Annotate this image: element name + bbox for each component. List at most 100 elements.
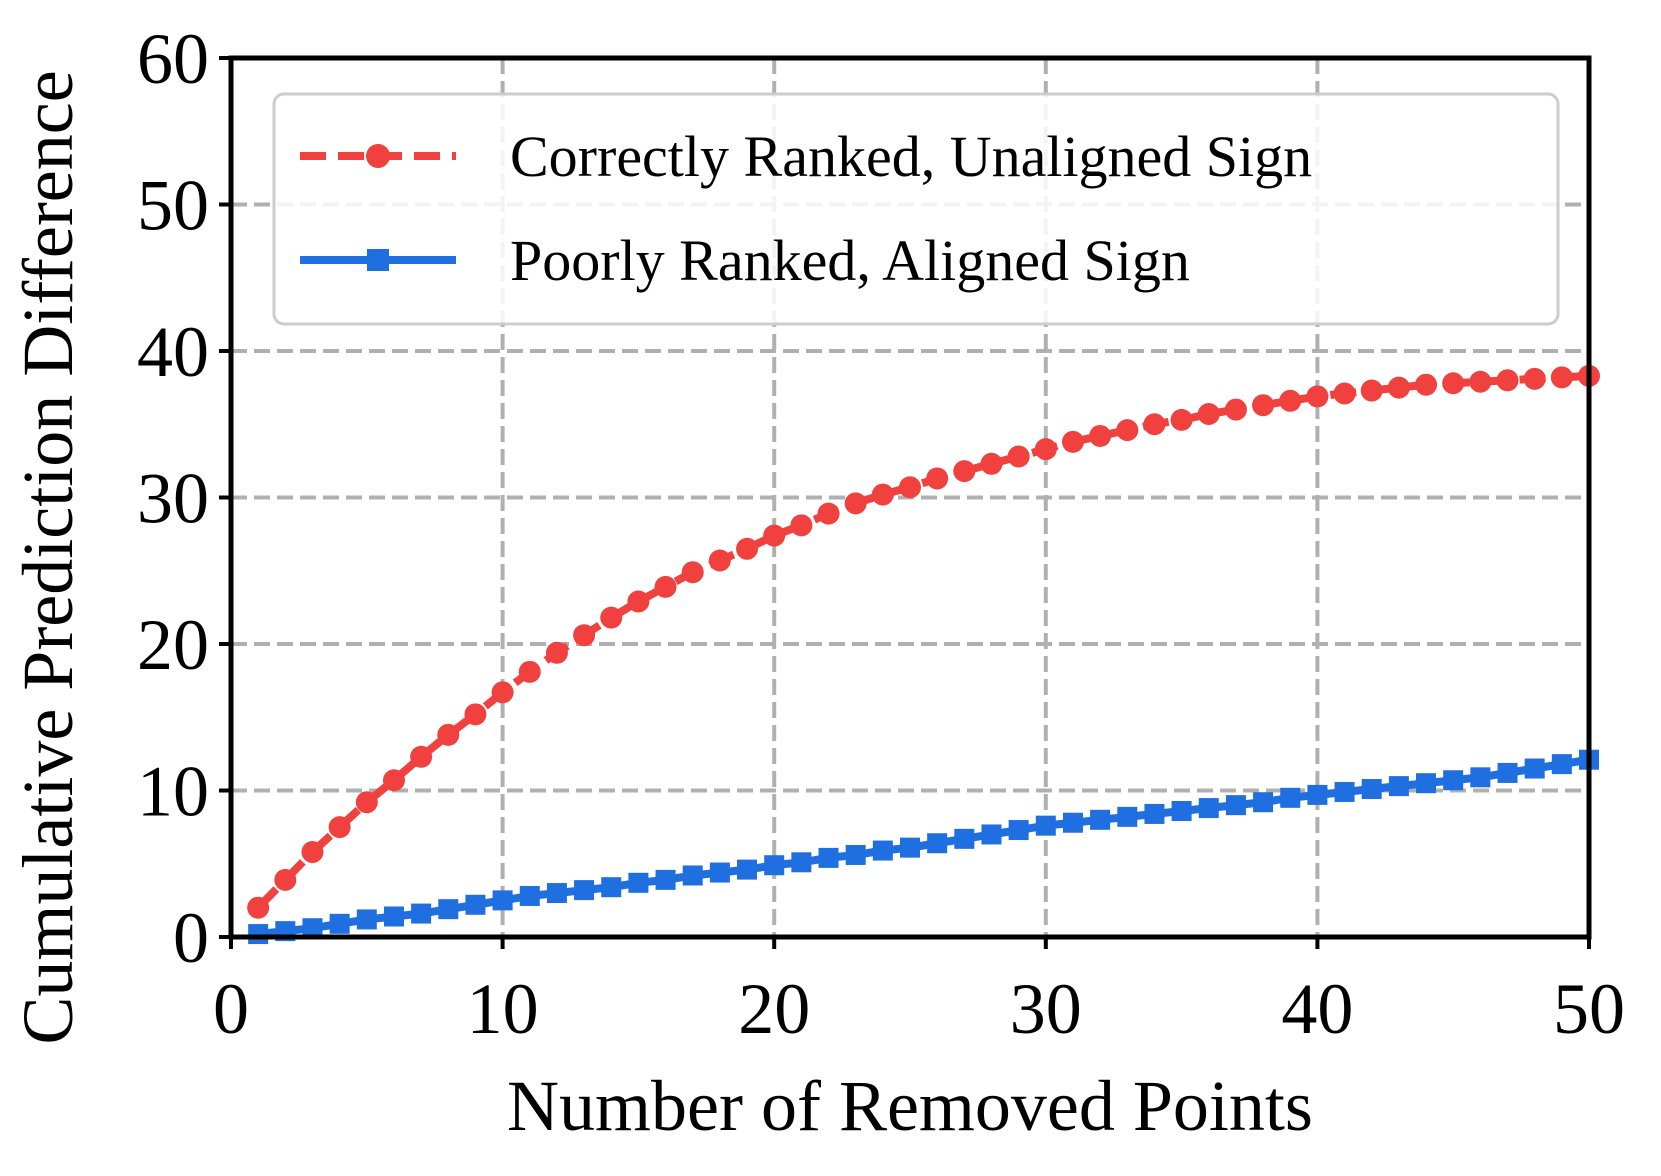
data-point bbox=[764, 855, 785, 876]
data-point bbox=[355, 791, 378, 814]
series-layer bbox=[247, 364, 1600, 945]
legend: Correctly Ranked, Unaligned Sign Poorly … bbox=[272, 92, 1560, 326]
data-point bbox=[1279, 389, 1302, 412]
data-point bbox=[546, 883, 567, 904]
data-point bbox=[329, 913, 350, 934]
data-point bbox=[274, 868, 297, 891]
x-tick-label: 40 bbox=[1281, 969, 1353, 1049]
x-tick-label: 10 bbox=[467, 969, 539, 1049]
data-point bbox=[1469, 370, 1492, 393]
legend-label-correctly-ranked: Correctly Ranked, Unaligned Sign bbox=[510, 124, 1312, 189]
data-point bbox=[1334, 781, 1355, 802]
data-point bbox=[845, 844, 866, 865]
data-point bbox=[1117, 806, 1138, 827]
data-point bbox=[600, 606, 623, 629]
data-point bbox=[980, 452, 1003, 475]
data-point bbox=[627, 590, 650, 613]
data-point bbox=[1497, 762, 1518, 783]
data-point bbox=[1090, 809, 1111, 830]
data-point bbox=[899, 476, 921, 499]
data-point bbox=[301, 841, 324, 864]
data-point bbox=[1008, 820, 1029, 841]
y-tick-label: 10 bbox=[137, 752, 209, 832]
data-point bbox=[1416, 773, 1437, 794]
data-point bbox=[248, 924, 269, 945]
data-point bbox=[1524, 758, 1545, 779]
data-point bbox=[1306, 385, 1329, 408]
axis-ticks: 0 10 20 30 40 50 0 10 20 30 40 50 60 bbox=[137, 19, 1625, 1049]
data-point bbox=[383, 906, 404, 927]
data-point bbox=[1442, 372, 1465, 395]
data-point bbox=[492, 890, 513, 911]
data-point bbox=[1496, 369, 1519, 392]
data-point bbox=[437, 723, 460, 746]
legend-item-poorly-ranked: Poorly Ranked, Aligned Sign bbox=[300, 228, 1190, 293]
data-point bbox=[628, 872, 649, 893]
data-point bbox=[1361, 779, 1382, 800]
data-point bbox=[1062, 812, 1083, 833]
data-point bbox=[1143, 413, 1166, 436]
data-point bbox=[682, 865, 703, 886]
data-point bbox=[709, 862, 730, 883]
data-point bbox=[654, 575, 677, 598]
data-point bbox=[737, 859, 758, 880]
data-point bbox=[790, 514, 813, 537]
data-point bbox=[247, 896, 270, 919]
data-point bbox=[491, 681, 514, 704]
data-point bbox=[382, 769, 405, 792]
data-point bbox=[1035, 815, 1056, 836]
legend-item-correctly-ranked: Correctly Ranked, Unaligned Sign bbox=[300, 124, 1312, 189]
data-point bbox=[302, 918, 323, 939]
data-point bbox=[1523, 367, 1546, 390]
data-point bbox=[356, 909, 377, 930]
x-tick-label: 20 bbox=[738, 969, 810, 1049]
data-point bbox=[900, 837, 920, 858]
data-point bbox=[1171, 801, 1192, 822]
data-point bbox=[1415, 373, 1438, 396]
legend-marker-square-icon bbox=[367, 249, 389, 271]
data-point bbox=[1116, 419, 1139, 442]
data-point bbox=[601, 877, 622, 898]
series-correctly-ranked bbox=[247, 364, 1600, 919]
data-point bbox=[545, 641, 568, 664]
x-axis-title: Number of Removed Points bbox=[507, 1066, 1313, 1146]
data-point bbox=[927, 833, 948, 854]
data-point bbox=[1198, 798, 1219, 819]
data-point bbox=[411, 903, 432, 924]
data-point bbox=[574, 880, 595, 901]
y-tick-label: 60 bbox=[137, 19, 209, 99]
data-point bbox=[981, 824, 1002, 845]
y-tick-label: 40 bbox=[137, 312, 209, 392]
x-tick-label: 50 bbox=[1553, 969, 1625, 1049]
series-line bbox=[255, 371, 1590, 911]
data-point bbox=[1089, 424, 1112, 447]
data-point bbox=[438, 899, 459, 920]
data-point bbox=[681, 561, 704, 584]
data-point bbox=[817, 502, 840, 525]
data-point bbox=[1253, 792, 1274, 813]
data-point bbox=[1333, 382, 1356, 405]
y-axis-title: Cumulative Prediction Difference bbox=[8, 70, 88, 1044]
data-point bbox=[1280, 787, 1301, 808]
data-point bbox=[410, 745, 433, 768]
data-point bbox=[328, 816, 351, 839]
data-point bbox=[1197, 402, 1220, 425]
series-poorly-ranked bbox=[248, 749, 1599, 945]
legend-marker-circle-icon bbox=[366, 144, 390, 168]
data-point bbox=[1388, 776, 1409, 797]
data-point bbox=[519, 885, 540, 906]
data-point bbox=[655, 869, 676, 890]
data-point bbox=[1144, 803, 1165, 824]
data-point bbox=[1387, 376, 1410, 399]
data-point bbox=[872, 840, 893, 861]
data-point bbox=[1034, 438, 1057, 461]
data-point bbox=[465, 894, 486, 915]
data-point bbox=[1360, 379, 1383, 402]
data-point bbox=[1470, 767, 1491, 788]
y-tick-label: 20 bbox=[137, 605, 209, 685]
data-point bbox=[1170, 408, 1193, 431]
data-point bbox=[1307, 784, 1328, 805]
data-point bbox=[464, 703, 487, 726]
data-point bbox=[926, 467, 949, 490]
data-point bbox=[518, 660, 541, 683]
